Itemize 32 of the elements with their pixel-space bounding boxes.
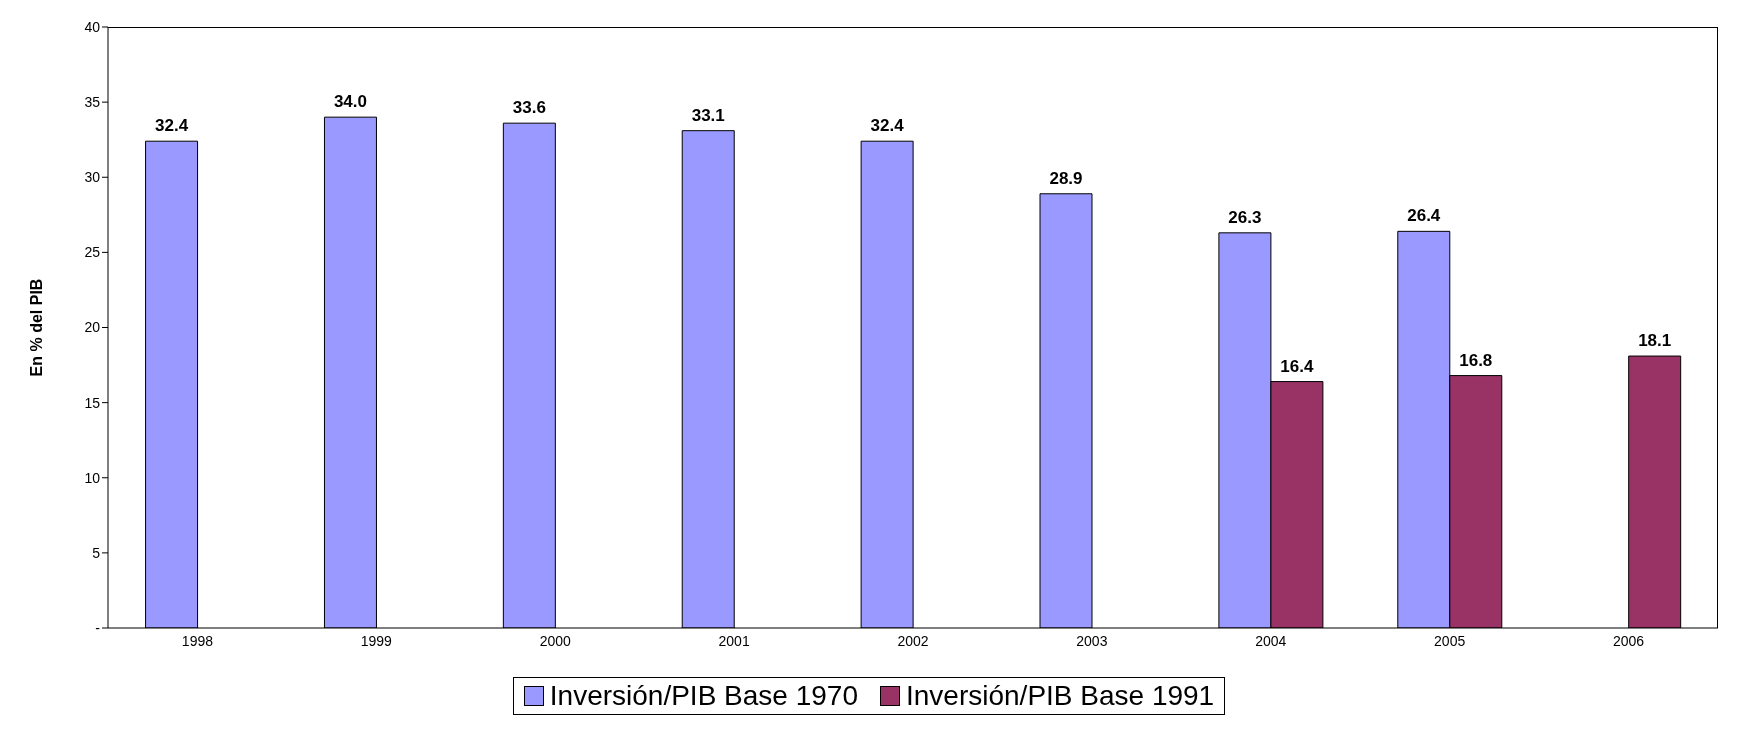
- data-label: 16.4: [1280, 356, 1314, 376]
- data-label: 26.4: [1407, 206, 1441, 226]
- data-label: 33.1: [691, 105, 725, 125]
- x-tick-label: 2005: [1434, 632, 1466, 649]
- data-label: 32.4: [870, 116, 905, 136]
- data-label: 18.1: [1638, 331, 1672, 351]
- x-tick-label: 2000: [539, 632, 571, 649]
- x-tick-label: 2004: [1255, 632, 1287, 649]
- y-tick-label: 25: [84, 244, 101, 261]
- y-tick-label: 35: [84, 94, 101, 111]
- data-label: 34.0: [333, 92, 367, 112]
- y-tick-label: 5: [92, 544, 101, 561]
- x-tick-label: 2001: [718, 632, 750, 649]
- data-label: 33.6: [512, 98, 546, 118]
- y-tick-label: 20: [84, 319, 101, 336]
- data-label: 28.9: [1049, 168, 1083, 188]
- y-tick-label: -: [95, 619, 101, 636]
- x-tick-label: 2003: [1076, 632, 1108, 649]
- x-tick-label: 1998: [181, 632, 214, 649]
- y-tick-label: 40: [84, 18, 101, 35]
- data-label: 32.4: [155, 116, 189, 136]
- legend-label: Inversión/PIB Base 1991: [905, 680, 1215, 712]
- x-tick-label: 1999: [360, 632, 393, 649]
- data-label: 26.3: [1228, 207, 1262, 227]
- y-tick-label: 10: [84, 469, 101, 486]
- y-axis-title: En % del PIB: [27, 278, 45, 377]
- y-tick-label: 30: [84, 169, 101, 186]
- y-tick-label: 15: [84, 394, 101, 411]
- legend-label: Inversión/PIB Base 1970: [548, 680, 858, 712]
- data-label: 16.8: [1459, 350, 1493, 370]
- x-tick-label: 2006: [1612, 632, 1645, 649]
- x-tick-label: 2002: [897, 632, 929, 649]
